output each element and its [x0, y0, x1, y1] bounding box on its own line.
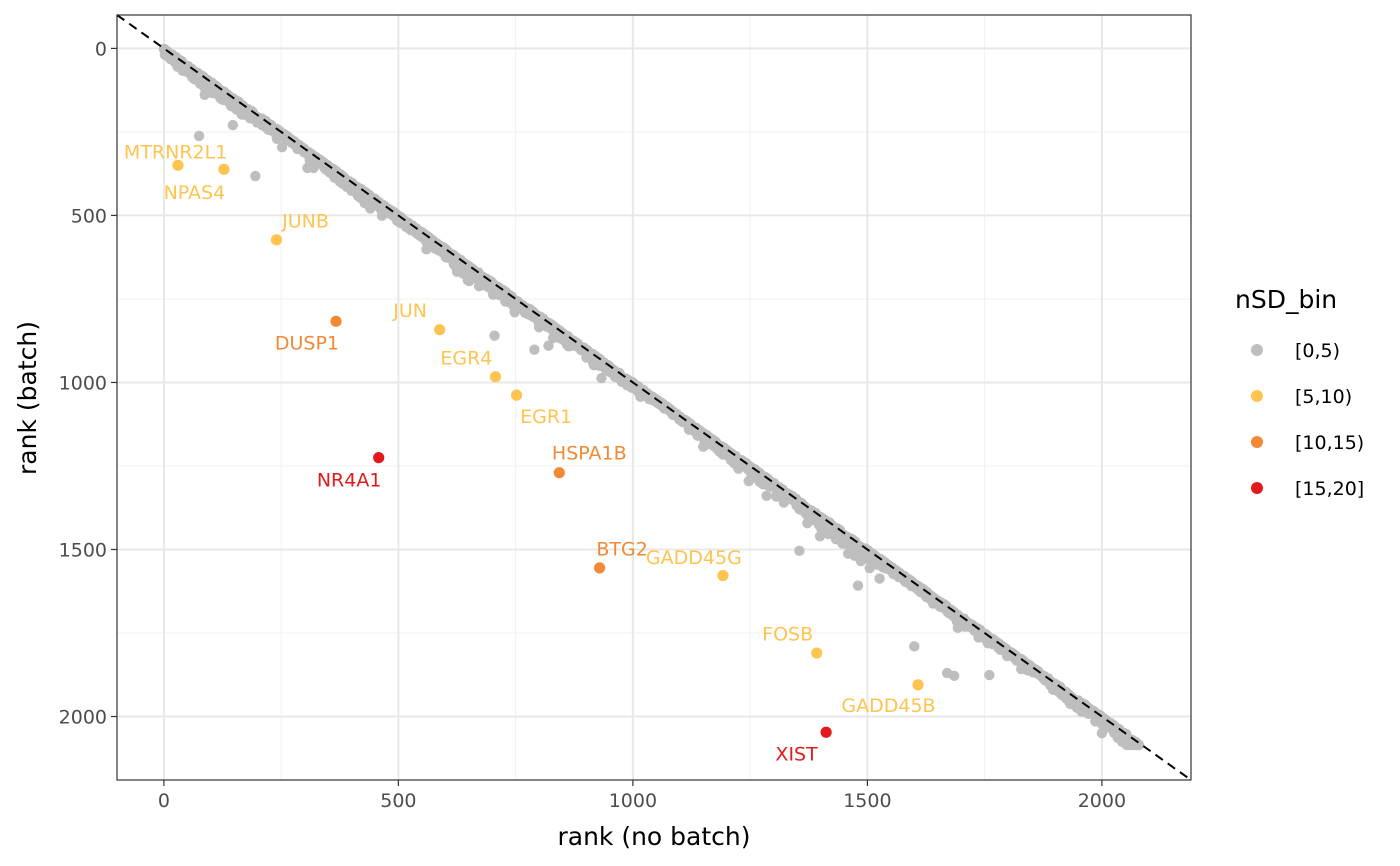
identity-reference-line: [116, 14, 1192, 781]
plot-border: [116, 14, 1192, 781]
gene-label-xist: XIST: [775, 743, 818, 765]
x-tick-label: 2000: [1078, 790, 1126, 812]
point-egr4: [489, 371, 502, 383]
legend-label: [5,10): [1295, 386, 1352, 408]
point-mtrnr2l1: [172, 159, 184, 171]
labeled-points: [172, 159, 924, 738]
gene-label-btg2: BTG2: [596, 538, 647, 560]
point-xist: [820, 726, 832, 738]
y-tick-label: 2000: [59, 707, 107, 729]
legend-title: nSD_bin: [1235, 285, 1337, 314]
legend-swatch: [1251, 344, 1263, 356]
gene-label-fosb: FOSB: [762, 624, 813, 646]
point-junb: [270, 234, 283, 246]
point-fosb: [811, 647, 823, 659]
legend-label: [15,20]: [1295, 478, 1364, 500]
point-gadd45g: [717, 569, 729, 582]
gene-label-nr4a1: NR4A1: [317, 469, 382, 491]
legend-label: [0,5): [1295, 340, 1340, 362]
point-bg-outlier: [794, 545, 805, 557]
point-bg: [1133, 739, 1145, 751]
point-nr4a1: [373, 452, 385, 464]
point-bg-outlier: [948, 670, 960, 681]
point-bg: [761, 490, 772, 502]
gene-label-gadd45b: GADD45B: [841, 695, 935, 717]
legend: nSD_bin [0,5) [5,10) [10,15) [15,20]: [1235, 285, 1364, 505]
point-bg-outlier: [852, 580, 864, 591]
point-btg2: [593, 562, 606, 574]
point-bg-outlier: [193, 130, 205, 142]
grid-major: [117, 15, 1191, 780]
y-tick-label: 500: [71, 205, 107, 227]
gene-label-egr4: EGR4: [440, 347, 492, 369]
point-bg-outlier: [489, 330, 500, 341]
point-bg: [874, 573, 885, 584]
gene-label-egr1: EGR1: [520, 406, 572, 428]
gene-label-npas4: NPAS4: [164, 182, 226, 204]
point-bg-outlier: [250, 170, 261, 182]
point-bg: [276, 141, 288, 153]
gene-label-jun: JUN: [392, 300, 427, 322]
point-gadd45b: [912, 679, 924, 691]
x-tick-label: 1000: [609, 790, 657, 812]
legend-label: [10,15): [1295, 432, 1364, 454]
legend-swatch: [1251, 436, 1263, 448]
y-tick-label: 0: [95, 38, 107, 60]
point-bg-outlier: [529, 344, 540, 355]
legend-swatch: [1251, 482, 1263, 494]
point-bg-outlier: [909, 641, 920, 652]
gene-label-junb: JUNB: [281, 210, 329, 232]
x-axis-title: rank (no batch): [557, 822, 750, 851]
x-tick-label: 500: [380, 790, 416, 812]
point-egr1: [510, 389, 523, 401]
gene-label-gadd45g: GADD45G: [646, 547, 742, 569]
point-bg-outlier: [543, 340, 554, 351]
gene-label-dusp1: DUSP1: [275, 332, 339, 354]
point-bg-outlier: [1096, 728, 1108, 739]
x-tick-label: 0: [158, 790, 170, 812]
point-hspa1b: [553, 467, 565, 479]
point-dusp1: [330, 315, 342, 327]
y-tick-label: 1000: [59, 372, 107, 394]
point-bg-outlier: [984, 669, 995, 681]
x-axis-ticks: 0 500 1000 1500 2000: [158, 780, 1126, 812]
gene-labels: MTRNR2L1 NPAS4 JUNB DUSP1 JUN EGR4 EGR1 NR4A1 HS…: [124, 141, 936, 765]
gene-label-hspa1b: HSPA1B: [552, 443, 627, 465]
point-jun: [434, 324, 446, 336]
gene-label-mtrnr2l1: MTRNR2L1: [124, 141, 227, 163]
point-npas4: [218, 163, 230, 175]
y-axis-ticks: 0 500 1000 1500 2000: [59, 38, 117, 729]
legend-swatch: [1251, 390, 1263, 402]
point-bg: [227, 119, 239, 131]
y-tick-label: 1500: [59, 539, 107, 561]
y-axis-title: rank (batch): [13, 321, 42, 475]
point-bg: [596, 372, 607, 384]
x-tick-label: 1500: [843, 790, 891, 812]
